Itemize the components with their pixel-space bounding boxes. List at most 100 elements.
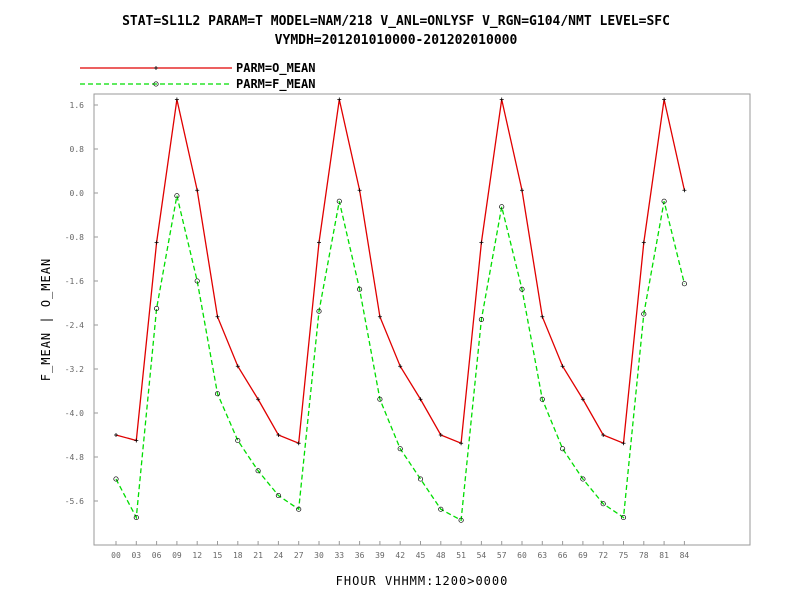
data-point xyxy=(296,441,301,446)
data-point xyxy=(621,441,626,446)
data-point xyxy=(133,514,139,521)
data-point xyxy=(195,188,200,193)
data-point xyxy=(235,437,241,444)
x-tick-label: 78 xyxy=(639,551,649,560)
data-point xyxy=(418,397,423,402)
y-tick-label: -4.8 xyxy=(65,453,84,462)
chart-subtitle: VYMDH=201201010000-201202010000 xyxy=(274,33,518,48)
x-tick-label: 54 xyxy=(477,551,487,560)
x-tick-label: 63 xyxy=(537,551,547,560)
data-point xyxy=(256,397,261,402)
x-tick-label: 00 xyxy=(111,551,121,560)
data-point xyxy=(337,97,342,102)
data-point xyxy=(174,193,180,199)
x-tick-label: 84 xyxy=(680,551,690,560)
data-point xyxy=(479,240,484,245)
data-point xyxy=(438,506,444,512)
data-point xyxy=(154,305,160,312)
legend-marker xyxy=(154,66,158,70)
y-tick-label: 1.6 xyxy=(70,101,85,110)
x-tick-label: 39 xyxy=(375,551,385,560)
x-tick-label: 45 xyxy=(416,551,426,560)
x-tick-label: 81 xyxy=(659,551,669,560)
x-tick-label: 72 xyxy=(598,551,608,560)
x-tick-label: 60 xyxy=(517,551,527,560)
data-point xyxy=(194,278,200,284)
data-point xyxy=(377,396,383,402)
y-tick-label: 0.0 xyxy=(70,189,85,198)
y-tick-label: -2.4 xyxy=(65,321,84,330)
data-point xyxy=(438,433,443,437)
data-point xyxy=(520,188,524,193)
data-point xyxy=(215,314,220,319)
data-point xyxy=(255,468,261,474)
data-point xyxy=(499,204,505,210)
data-point xyxy=(113,476,119,482)
data-point xyxy=(397,446,403,452)
y-tick-label: -4.0 xyxy=(65,409,84,418)
y-tick-label: -0.8 xyxy=(65,233,84,242)
data-point xyxy=(620,514,627,521)
data-point xyxy=(682,188,687,193)
data-point xyxy=(174,97,179,102)
x-tick-label: 24 xyxy=(274,551,284,560)
data-point xyxy=(134,438,139,443)
data-point xyxy=(540,314,545,319)
y-tick-label: -5.6 xyxy=(65,497,84,506)
data-point xyxy=(662,97,667,102)
x-tick-label: 66 xyxy=(558,551,568,560)
x-tick-label: 57 xyxy=(497,551,507,560)
x-tick-label: 27 xyxy=(294,551,304,560)
x-tick-label: 12 xyxy=(192,551,202,560)
data-point xyxy=(681,281,687,287)
data-point xyxy=(235,364,240,369)
x-tick-label: 21 xyxy=(253,551,263,560)
x-tick-label: 33 xyxy=(334,551,344,560)
x-tick-label: 06 xyxy=(152,551,162,560)
data-point xyxy=(214,391,221,397)
y-tick-label: -3.2 xyxy=(65,365,84,374)
data-point xyxy=(661,198,667,204)
data-point xyxy=(539,396,545,402)
x-tick-label: 36 xyxy=(355,551,365,560)
data-point xyxy=(478,316,484,323)
y-tick-label: -1.6 xyxy=(65,277,84,286)
data-point xyxy=(316,308,322,314)
data-point xyxy=(499,97,504,102)
x-tick-label: 75 xyxy=(619,551,629,560)
series-line-0 xyxy=(115,99,686,445)
x-tick-label: 30 xyxy=(314,551,324,560)
data-point xyxy=(519,286,525,292)
x-tick-label: 18 xyxy=(233,551,243,560)
data-point xyxy=(600,501,606,507)
data-point xyxy=(560,446,566,452)
data-point xyxy=(417,476,424,482)
data-point xyxy=(336,198,342,204)
x-tick-label: 03 xyxy=(131,551,141,560)
x-axis-label: FHOUR VHHMM:1200>0000 xyxy=(336,574,509,588)
y-axis-label: F_MEAN | O_MEAN xyxy=(39,258,53,381)
x-tick-label: 69 xyxy=(578,551,588,560)
data-point xyxy=(398,364,403,369)
data-point xyxy=(296,506,302,512)
data-point xyxy=(377,314,382,319)
legend-label-0: PARM=O_MEAN xyxy=(236,61,315,76)
series-line-1 xyxy=(115,195,686,522)
data-point xyxy=(276,433,281,437)
data-point xyxy=(459,441,464,446)
data-point xyxy=(641,311,647,317)
data-point xyxy=(317,240,321,245)
data-point xyxy=(580,476,586,482)
data-point xyxy=(458,517,464,523)
data-point xyxy=(357,286,363,292)
x-tick-label: 42 xyxy=(395,551,405,560)
data-point xyxy=(580,397,585,402)
x-tick-label: 09 xyxy=(172,551,182,560)
data-point xyxy=(275,492,281,499)
data-point xyxy=(641,240,646,245)
plot-frame xyxy=(93,93,751,546)
legend-marker xyxy=(153,81,159,87)
x-tick-label: 51 xyxy=(456,551,466,560)
y-tick-label: 0.8 xyxy=(70,145,85,154)
